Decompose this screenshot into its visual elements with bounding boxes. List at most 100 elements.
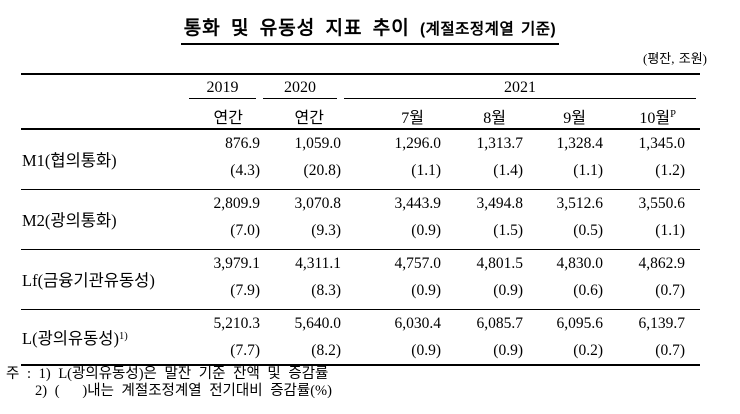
change: (8.3) <box>311 281 341 299</box>
footnote-line-1: 주 : 1) L(광의유동성)은 말잔 기준 잔액 및 증감률 <box>6 366 329 382</box>
year-2019-cell: 2019 <box>186 74 260 103</box>
page-title-sub: (계절조정계열 기준) <box>419 21 557 38</box>
cell: 4,311.1 (8.3) <box>260 249 341 310</box>
cell: 3,979.1 (7.9) <box>186 249 260 310</box>
cell: 5,640.0 (8.2) <box>260 309 342 366</box>
row-label-l-text: L(광의유동성) <box>22 328 119 348</box>
page-title: 통화 및 유동성 지표 추이 (계절조정계열 기준) <box>180 13 560 45</box>
cell: 4,830.0 (0.6) <box>523 249 604 310</box>
cell: 2,809.9 (7.0) <box>186 189 261 250</box>
change: (7.7) <box>230 341 260 359</box>
value: 4,830.0 <box>556 254 604 272</box>
value: 1,059.0 <box>294 135 342 152</box>
cell: 1,328.4 (1.1) <box>523 129 604 190</box>
page-title-main: 통화 및 유동성 지표 추이 <box>183 18 410 39</box>
corner-cell <box>21 74 186 103</box>
table-row-lf: Lf(금융기관유동성) 3,979.1 (7.9) 4,311.1 (8.3) 4,… <box>21 249 700 310</box>
value: 5,640.0 <box>294 314 342 332</box>
year-2020-cell: 2020 <box>260 74 341 103</box>
row-label-lf: Lf(금융기관유동성) <box>21 249 186 310</box>
year-2019-label: 2019 <box>189 79 256 99</box>
period-header-row: 연간 연간 7월 8월 9월 10월P <box>21 103 700 130</box>
value: 6,095.6 <box>556 314 604 332</box>
value: 3,070.8 <box>294 194 342 212</box>
cell: 1,313.7 (1.4) <box>441 129 524 190</box>
cell: 1,296.0 (1.1) <box>341 129 442 190</box>
cell: 4,862.9 (0.7) <box>603 249 700 310</box>
change: (0.7) <box>655 281 685 299</box>
change: (1.4) <box>493 162 523 179</box>
cell: 3,070.8 (9.3) <box>260 189 342 250</box>
cell: 3,550.6 (1.1) <box>603 189 700 250</box>
indicator-table: 2019 2020 2021 연간 연간 7월 8월 9월 10월P M1(협의… <box>21 73 700 366</box>
cell: 6,085.7 (0.9) <box>441 309 524 366</box>
cell: 1,345.0 (1.2) <box>603 129 700 190</box>
change: (0.5) <box>573 221 603 239</box>
change: (0.9) <box>493 281 523 299</box>
change: (0.6) <box>573 281 603 299</box>
year-header-row: 2019 2020 2021 <box>21 74 700 103</box>
row-label-m1: M1(협의통화) <box>21 129 186 190</box>
col-header-oct-label: 10월 <box>639 109 671 127</box>
title-space <box>410 18 420 39</box>
row-label-l: L(광의유동성)1) <box>21 309 186 366</box>
change: (0.9) <box>493 341 523 359</box>
value: 1,313.7 <box>476 135 524 152</box>
change: (1.5) <box>493 221 523 239</box>
col-header-aug: 8월 <box>441 103 523 130</box>
table-row-l: L(광의유동성)1) 5,210.3 (7.7) 5,640.0 (8.2) 6,0… <box>21 309 700 366</box>
value: 1,345.0 <box>638 135 686 152</box>
value: 4,311.1 <box>295 254 341 272</box>
value: 4,757.0 <box>394 254 442 272</box>
change: (0.7) <box>655 341 685 359</box>
cell: 6,139.7 (0.7) <box>603 309 700 366</box>
col-header-2019-annual: 연간 <box>186 103 260 130</box>
cell: 3,494.8 (1.5) <box>441 189 524 250</box>
value: 4,862.9 <box>638 254 686 272</box>
change: (0.2) <box>573 341 603 359</box>
footnotes: 주 : 1) L(광의유동성)은 말잔 기준 잔액 및 증감률 2) ( )내는… <box>6 366 332 399</box>
value: 6,085.7 <box>476 314 524 332</box>
cell: 3,512.6 (0.5) <box>523 189 603 250</box>
row-label-m2: M2(광의통화) <box>21 189 186 250</box>
col-header-oct: 10월P <box>603 103 700 130</box>
table-row-m1: M1(협의통화) 876.9 (4.3) 1,059.0 (20.8) 1,296.… <box>21 129 700 190</box>
cell: 3,443.9 (0.9) <box>341 189 442 250</box>
col-header-sep: 9월 <box>523 103 603 130</box>
year-2021-label: 2021 <box>344 79 696 99</box>
cell: 1,059.0 (20.8) <box>260 129 342 190</box>
footnote-ref-superscript: 1) <box>118 330 128 342</box>
change: (7.0) <box>230 221 260 239</box>
title-block: 통화 및 유동성 지표 추이 (계절조정계열 기준) <box>0 13 740 45</box>
unit-note: (평잔, 조원) <box>643 51 707 66</box>
change: (4.3) <box>230 162 260 179</box>
cell: 4,757.0 (0.9) <box>341 249 442 310</box>
value: 6,030.4 <box>394 314 442 332</box>
change: (0.9) <box>411 221 441 239</box>
change: (20.8) <box>303 162 341 179</box>
change: (9.3) <box>311 221 341 239</box>
col-header-2020-annual: 연간 <box>260 103 341 130</box>
footnote-line-2: 2) ( )내는 계절조정계열 전기대비 증감률(%) <box>35 382 332 399</box>
change: (0.9) <box>411 341 441 359</box>
value: 3,550.6 <box>638 194 686 212</box>
value: 1,328.4 <box>556 135 604 152</box>
value: 876.9 <box>225 135 260 152</box>
preliminary-superscript: P <box>670 108 676 120</box>
value: 3,494.8 <box>476 194 524 212</box>
cell: 5,210.3 (7.7) <box>186 309 260 366</box>
change: (1.1) <box>573 162 603 179</box>
change: (8.2) <box>311 341 341 359</box>
value: 6,139.7 <box>638 314 686 332</box>
change: (1.1) <box>655 221 685 239</box>
col-header-jul: 7월 <box>341 103 441 130</box>
cell: 4,801.5 (0.9) <box>441 249 523 310</box>
change: (0.9) <box>411 281 441 299</box>
value: 1,296.0 <box>394 135 442 152</box>
cell: 6,030.4 (0.9) <box>341 309 442 366</box>
change: (7.9) <box>230 281 260 299</box>
corner-cell-2 <box>21 103 186 130</box>
value: 2,809.9 <box>213 194 261 212</box>
value: 3,443.9 <box>394 194 442 212</box>
